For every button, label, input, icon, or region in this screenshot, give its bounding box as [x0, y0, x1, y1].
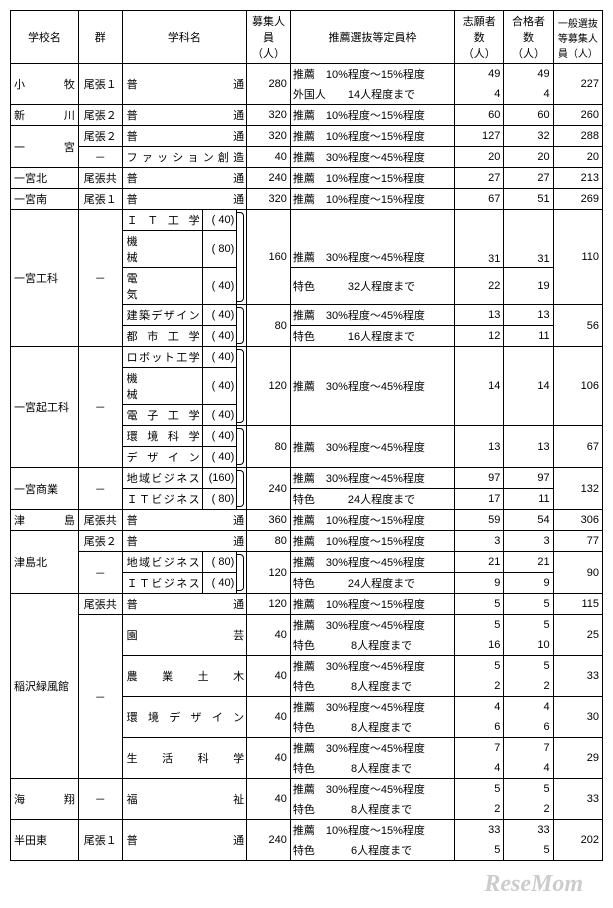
logo: ReseMom	[10, 861, 603, 898]
h-group: 群	[78, 11, 122, 64]
h-dept: 学科名	[122, 11, 246, 64]
h-school: 学校名	[11, 11, 79, 64]
row: 小 牧尾張１ 普 通280 推薦 10%程度～15%程度4949227	[11, 64, 603, 85]
h-pass: 合格者数（人）	[504, 11, 553, 64]
h-app: 志願者数（人）	[455, 11, 504, 64]
h-gen: 一般選抜等募集人員（人）	[553, 11, 602, 64]
admissions-table: 学校名 群 学科名 募集人員（人） 推薦選抜等定員枠 志願者数（人） 合格者数（…	[10, 10, 603, 861]
h-quota: 推薦選抜等定員枠	[290, 11, 454, 64]
h-cap: 募集人員（人）	[247, 11, 291, 64]
